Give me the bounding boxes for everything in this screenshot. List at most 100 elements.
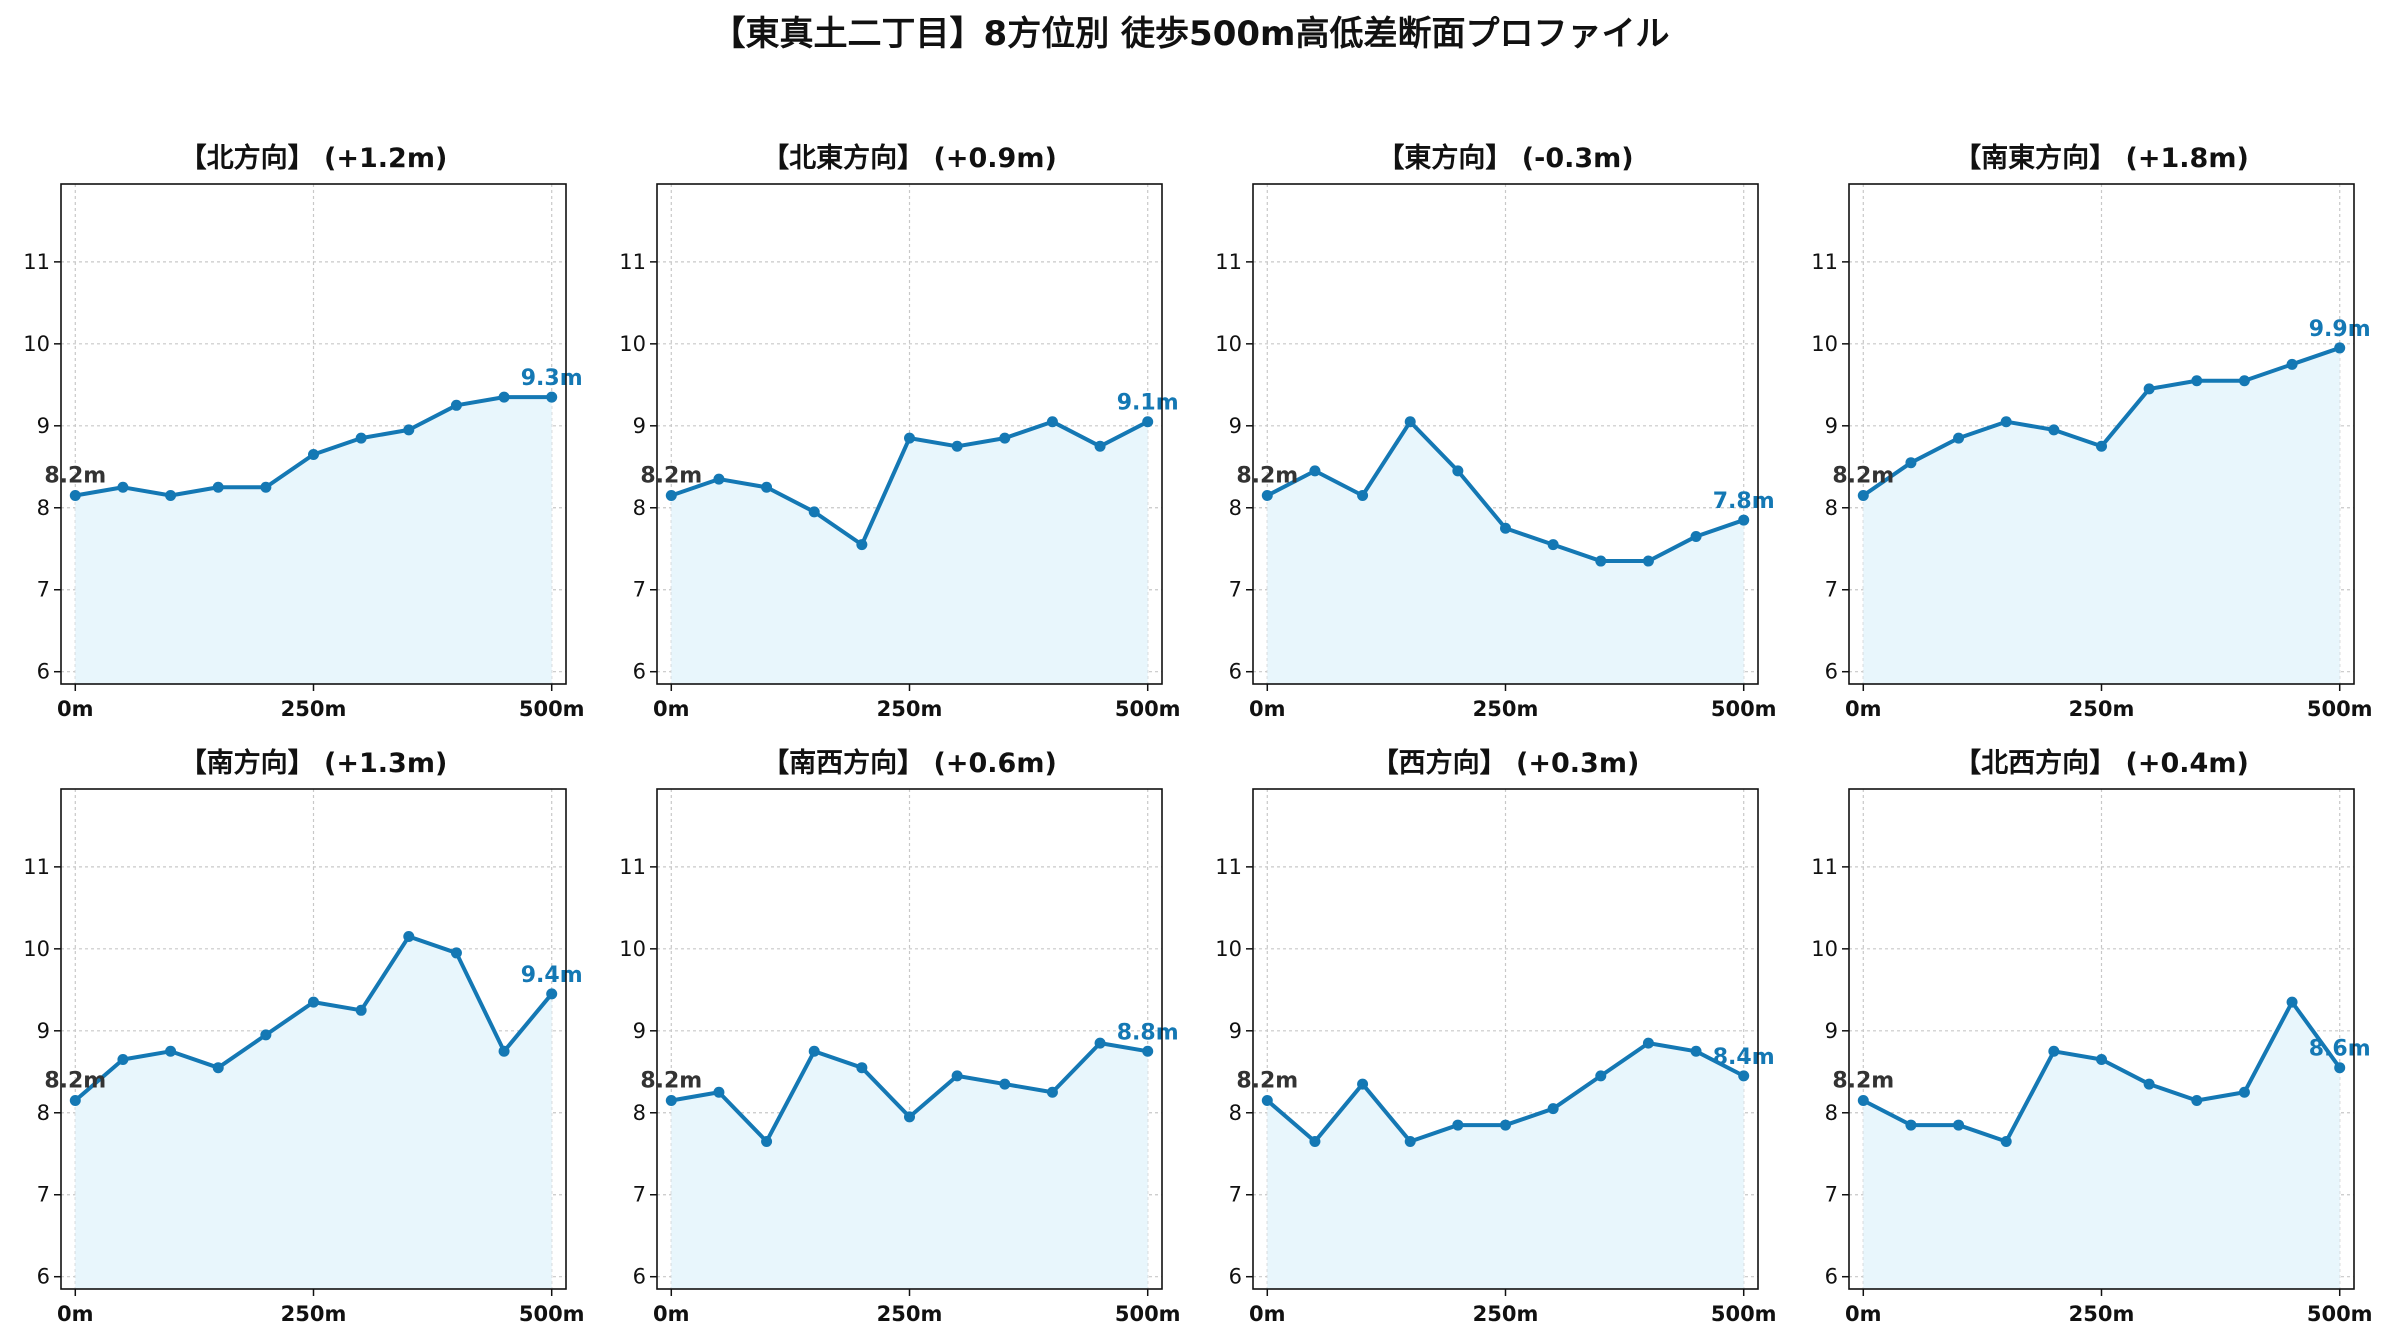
- chart-3-ytick-label-0: 6: [1825, 660, 1838, 684]
- chart-6-point-7: [1595, 1070, 1607, 1082]
- chart-2-ytick-label-0: 6: [1229, 660, 1242, 684]
- chart-panel-0: 【北方向】 (+1.2m) 6 7 8 9 10 11 0m 250m 500m 8.2m 9.3m: [23, 142, 584, 721]
- chart-4-ytick-label-3: 9: [37, 1019, 50, 1043]
- chart-4-ytick-label-2: 8: [37, 1101, 50, 1125]
- chart-1-ytick-label-5: 11: [619, 250, 646, 274]
- chart-6-point-4: [1452, 1119, 1464, 1131]
- chart-0-point-6: [355, 432, 367, 444]
- chart-6-start-label: 8.2m: [1236, 1068, 1298, 1093]
- chart-3-point-4: [2048, 424, 2060, 436]
- chart-5-ytick-label-5: 11: [619, 855, 646, 879]
- chart-7-ytick-label-5: 11: [1811, 855, 1838, 879]
- chart-6-ytick-label-2: 8: [1229, 1101, 1242, 1125]
- chart-3-point-2: [1953, 432, 1965, 444]
- chart-7-point-9: [2286, 996, 2298, 1008]
- chart-0-start-label: 8.2m: [44, 463, 106, 488]
- chart-5-ytick-label-1: 7: [633, 1183, 646, 1207]
- chart-3-xtick-label-1: 250m: [2069, 697, 2135, 721]
- chart-4-ytick-label-5: 11: [23, 855, 50, 879]
- chart-4-point-10: [546, 988, 558, 1000]
- chart-2-point-9: [1690, 530, 1702, 542]
- chart-3-ytick-label-1: 7: [1825, 578, 1838, 602]
- chart-5-point-0: [665, 1094, 677, 1106]
- chart-1-frame: [656, 183, 1163, 685]
- chart-6-point-8: [1642, 1037, 1654, 1049]
- chart-7-ytick-label-1: 7: [1825, 1183, 1838, 1207]
- chart-2-ytick-label-2: 8: [1229, 496, 1242, 520]
- chart-5-frame: [656, 788, 1163, 1290]
- chart-3-xtick-label-2: 500m: [2307, 697, 2373, 721]
- chart-0-point-10: [546, 391, 558, 403]
- chart-4-end-label: 9.4m: [521, 963, 583, 988]
- chart-5-ytick-label-3: 9: [633, 1019, 646, 1043]
- chart-2-point-4: [1452, 465, 1464, 477]
- chart-6-frame: [1252, 788, 1759, 1290]
- chart-panel-7: 【北西方向】 (+0.4m) 6 7 8 9 10 11 0m 250m 500m 8.2m 8.6m: [1811, 747, 2372, 1326]
- chart-7-frame: [1848, 788, 2355, 1290]
- chart-1-start-label: 8.2m: [640, 463, 702, 488]
- chart-3-point-6: [2143, 383, 2155, 395]
- chart-4-ytick-label-1: 7: [37, 1183, 50, 1207]
- chart-6-xtick-label-0: 0m: [1249, 1302, 1286, 1326]
- chart-7-point-6: [2143, 1078, 2155, 1090]
- chart-2-end-label: 7.8m: [1713, 489, 1775, 514]
- chart-3-ytick-label-5: 11: [1811, 250, 1838, 274]
- chart-1-ytick-label-2: 8: [633, 496, 646, 520]
- chart-5-xtick-label-0: 0m: [653, 1302, 690, 1326]
- chart-1-point-0: [665, 489, 677, 501]
- chart-3-xtick-label-0: 0m: [1845, 697, 1882, 721]
- chart-5-point-7: [999, 1078, 1011, 1090]
- chart-4-ytick-label-4: 10: [23, 937, 50, 961]
- chart-7-xtick-label-1: 250m: [2069, 1302, 2135, 1326]
- chart-1-point-1: [713, 473, 725, 485]
- chart-4-point-2: [165, 1045, 177, 1057]
- chart-4-point-1: [117, 1053, 129, 1065]
- chart-5-xtick-label-2: 500m: [1115, 1302, 1181, 1326]
- chart-6-title: 【西方向】 (+0.3m): [1372, 747, 1640, 779]
- chart-3-ytick-label-2: 8: [1825, 496, 1838, 520]
- chart-6-area-fill: [1267, 1043, 1744, 1289]
- chart-7-end-label: 8.6m: [2309, 1037, 2371, 1062]
- chart-3-point-3: [2000, 416, 2012, 428]
- chart-1-point-6: [951, 440, 963, 452]
- chart-5-point-4: [856, 1062, 868, 1074]
- chart-1-xtick-label-2: 500m: [1115, 697, 1181, 721]
- chart-7-start-label: 8.2m: [1832, 1068, 1894, 1093]
- chart-2-point-7: [1595, 555, 1607, 567]
- chart-1-point-3: [808, 506, 820, 518]
- chart-2-ytick-label-1: 7: [1229, 578, 1242, 602]
- chart-7-point-3: [2000, 1135, 2012, 1147]
- chart-5-point-3: [808, 1045, 820, 1057]
- chart-6-ytick-label-4: 10: [1215, 937, 1242, 961]
- chart-3-ytick-label-3: 9: [1825, 414, 1838, 438]
- chart-4-point-6: [355, 1004, 367, 1016]
- chart-0-ytick-label-3: 9: [37, 414, 50, 438]
- chart-1-ytick-label-3: 9: [633, 414, 646, 438]
- chart-6-point-5: [1500, 1119, 1511, 1131]
- chart-panel-5: 【南西方向】 (+0.6m) 6 7 8 9 10 11 0m 250m 500m 8.2m 8.8m: [619, 747, 1180, 1326]
- chart-2-point-2: [1357, 489, 1369, 501]
- chart-panel-3: 【南東方向】 (+1.8m) 6 7 8 9 10 11 0m 250m 500m 8.2m 9.9m: [1811, 142, 2372, 721]
- chart-4-frame: [60, 788, 567, 1290]
- chart-0-point-9: [498, 391, 510, 403]
- chart-3-point-0: [1857, 489, 1869, 501]
- chart-2-start-label: 8.2m: [1236, 463, 1298, 488]
- chart-panel-4: 【南方向】 (+1.3m) 6 7 8 9 10 11 0m 250m 500m 8.2m 9.4m: [23, 747, 584, 1326]
- chart-0-point-3: [212, 481, 224, 493]
- chart-3-start-label: 8.2m: [1832, 463, 1894, 488]
- chart-7-point-0: [1857, 1094, 1869, 1106]
- chart-4-point-8: [450, 947, 462, 959]
- chart-0-title: 【北方向】 (+1.2m): [180, 142, 448, 174]
- chart-7-ytick-label-0: 6: [1825, 1265, 1838, 1289]
- chart-1-point-5: [904, 432, 915, 444]
- chart-2-xtick-label-1: 250m: [1473, 697, 1539, 721]
- chart-6-ytick-label-5: 11: [1215, 855, 1242, 879]
- chart-4-point-4: [260, 1029, 272, 1041]
- chart-0-area-fill: [75, 397, 552, 684]
- chart-1-xtick-label-1: 250m: [877, 697, 943, 721]
- chart-0-point-5: [308, 448, 319, 460]
- chart-1-point-7: [999, 432, 1011, 444]
- chart-4-xtick-label-1: 250m: [281, 1302, 347, 1326]
- chart-7-xtick-label-0: 0m: [1845, 1302, 1882, 1326]
